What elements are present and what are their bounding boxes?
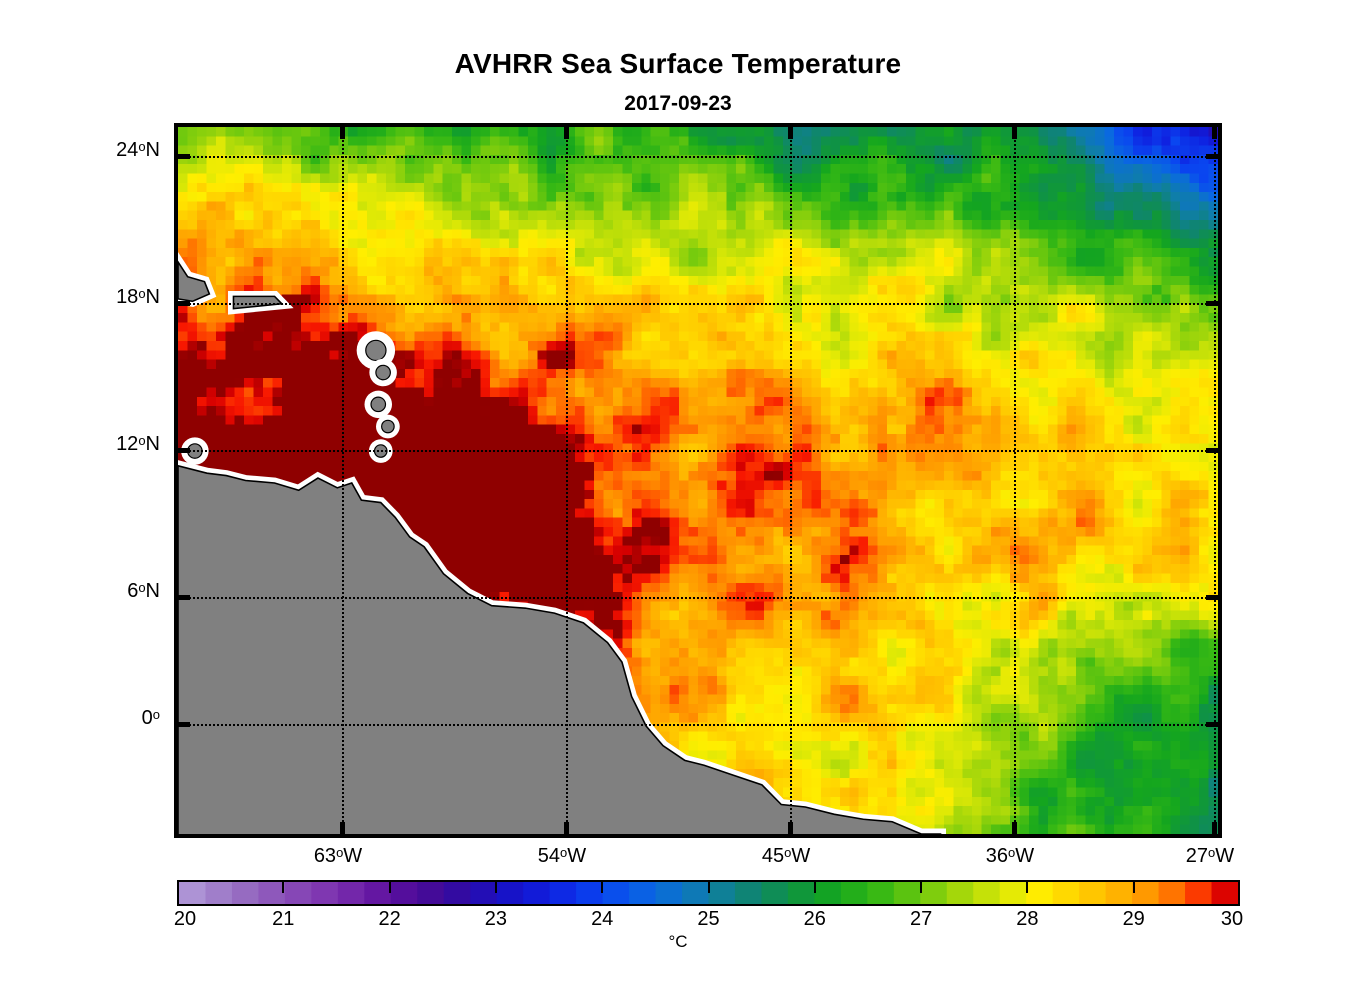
colorbar-tick [1132, 882, 1135, 893]
colorbar-tick-label: 27 [909, 908, 933, 930]
colorbar-tick [282, 882, 285, 893]
colorbar-tick [707, 882, 710, 893]
colorbar-tick [920, 882, 923, 893]
y-axis-tick [1206, 594, 1218, 600]
y-axis-tick [178, 301, 190, 307]
colorbar-tick-label: 26 [803, 908, 826, 930]
sst-heatmap-field [178, 127, 1218, 834]
colorbar[interactable] [177, 880, 1240, 906]
y-axis-tick-label: 18oN [116, 286, 160, 309]
x-axis-tick [340, 822, 345, 834]
x-axis-tick [1011, 822, 1017, 834]
y-axis-tick-label: 24oN [116, 139, 160, 162]
x-axis-tick [340, 127, 345, 139]
y-axis-tick [1206, 447, 1218, 453]
x-axis-tick-label: 36oW [985, 845, 1035, 867]
y-axis-tick [1206, 722, 1218, 728]
x-axis-tick [1211, 822, 1217, 834]
y-axis-tick [1206, 301, 1218, 307]
colorbar-tick-label: 30 [1220, 908, 1244, 930]
colorbar-tick-label: 21 [272, 908, 295, 930]
x-axis-tick-label: 27oW [1185, 845, 1235, 867]
x-axis-tick [563, 127, 569, 139]
y-axis-tick-label: 6oN [127, 579, 160, 602]
colorbar-tick [813, 882, 816, 893]
x-axis-tick [563, 822, 569, 834]
colorbar-tick [494, 882, 497, 893]
colorbar-tick-label: 22 [378, 908, 401, 930]
x-axis-tick [788, 127, 794, 139]
colorbar-tick [601, 882, 604, 893]
y-axis-tick [178, 722, 190, 728]
figure-subtitle: 2017-09-23 [624, 92, 732, 115]
y-axis-tick [1206, 154, 1218, 160]
y-axis-tick [178, 594, 190, 600]
map-plot-area[interactable] [174, 123, 1222, 838]
y-axis-tick-label: 12oN [116, 432, 160, 455]
colorbar-gradient [177, 880, 1240, 906]
colorbar-tick-label: 29 [1122, 908, 1145, 930]
colorbar-tick-label: 20 [173, 908, 197, 930]
x-axis-tick-label: 54oW [537, 845, 587, 867]
colorbar-tick-label: 24 [591, 908, 614, 930]
x-axis-tick-label: 63oW [313, 845, 363, 867]
colorbar-tick-label: 28 [1016, 908, 1039, 930]
y-axis-tick [178, 447, 190, 453]
colorbar-tick-label: 25 [697, 908, 720, 930]
x-axis-tick [1011, 127, 1017, 139]
y-axis-tick-label: 0o [141, 707, 160, 730]
page-title: AVHRR Sea Surface Temperature [454, 48, 902, 79]
x-axis-tick [1211, 127, 1217, 139]
colorbar-tick [1026, 882, 1029, 893]
x-axis-tick [788, 822, 794, 834]
colorbar-unit-label: °C [668, 932, 688, 951]
colorbar-tick [388, 882, 391, 893]
x-axis-tick-label: 45oW [761, 845, 811, 867]
colorbar-tick-label: 23 [484, 908, 508, 930]
y-axis-tick [178, 154, 190, 160]
